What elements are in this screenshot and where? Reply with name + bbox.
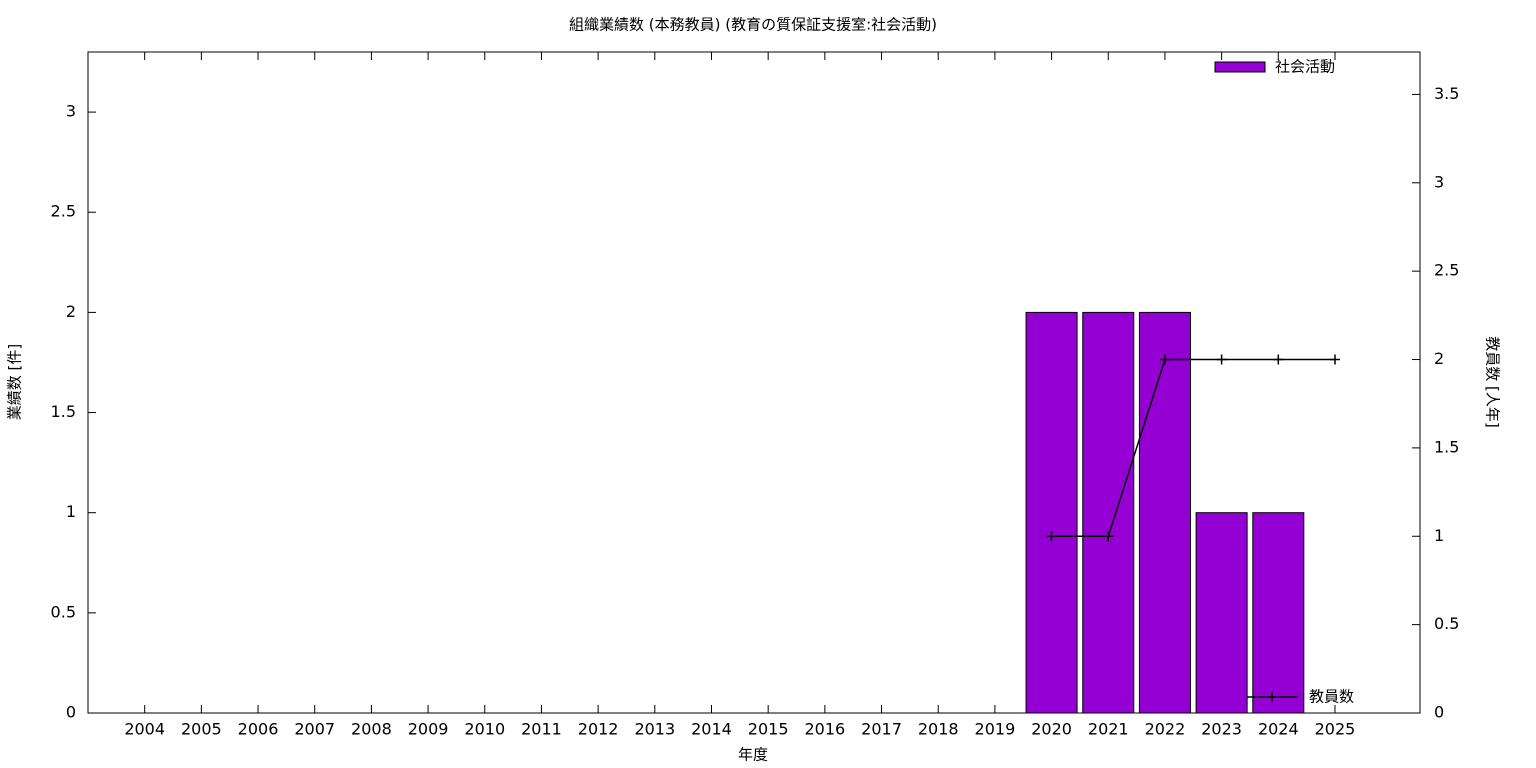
x-tick-label: 2009	[408, 720, 449, 739]
legend-swatch	[1214, 61, 1266, 73]
y2-tick-label: 2	[1434, 349, 1444, 368]
x-tick-label: 2023	[1201, 720, 1242, 739]
y2-axis-label: 教員数 [人年]	[1484, 336, 1502, 427]
legend-line	[1247, 692, 1298, 702]
x-axis-label: 年度	[738, 746, 768, 764]
y-tick-label: 1	[66, 502, 76, 521]
y-tick-label: 0.5	[51, 602, 76, 621]
y-tick-label: 0	[66, 703, 76, 722]
chart-title: 組織業績数 (本務教員) (教育の質保証支援室:社会活動)	[569, 16, 937, 34]
line	[1051, 358, 1335, 538]
point-marker	[1046, 531, 1057, 542]
point-marker	[1103, 531, 1114, 542]
y2-tick-label: 1	[1434, 526, 1444, 545]
y2-tick-label: 0	[1434, 703, 1444, 722]
y-tick-label: 3	[66, 102, 76, 121]
x-tick-label: 2005	[181, 720, 222, 739]
y2-tick-label: 3.5	[1434, 84, 1459, 103]
bar	[1082, 311, 1135, 714]
bar	[1138, 311, 1191, 714]
point-marker	[1273, 354, 1284, 365]
x-tick-label: 2017	[861, 720, 902, 739]
bar	[1252, 512, 1305, 714]
x-tick-label: 2018	[918, 720, 959, 739]
x-tick-label: 2025	[1315, 720, 1356, 739]
legend-label: 社会活動	[1275, 58, 1335, 76]
point-marker	[1216, 354, 1227, 365]
legend-label: 教員数	[1309, 688, 1354, 706]
plot-frame	[87, 51, 1421, 714]
x-tick-label: 2019	[975, 720, 1016, 739]
y-tick-label: 2.5	[51, 202, 76, 221]
y-tick-label: 1.5	[51, 402, 76, 421]
y-axis-label: 業績数 [件]	[6, 344, 24, 420]
x-tick-label: 2016	[804, 720, 845, 739]
y2-tick-label: 1.5	[1434, 437, 1459, 456]
y2-tick-label: 2.5	[1434, 261, 1459, 280]
x-tick-label: 2011	[521, 720, 562, 739]
x-tick-label: 2013	[634, 720, 675, 739]
x-tick-label: 2021	[1088, 720, 1129, 739]
y2-tick-label: 0.5	[1434, 614, 1459, 633]
x-tick-label: 2004	[124, 720, 165, 739]
x-tick-label: 2007	[294, 720, 335, 739]
x-tick-label: 2022	[1145, 720, 1186, 739]
point-marker	[1329, 354, 1340, 365]
x-tick-label: 2006	[238, 720, 279, 739]
x-tick-label: 2014	[691, 720, 732, 739]
y-tick-label: 2	[66, 302, 76, 321]
bar	[1195, 512, 1248, 714]
bar	[1025, 311, 1078, 714]
x-tick-label: 2020	[1031, 720, 1072, 739]
x-tick-label: 2008	[351, 720, 392, 739]
x-tick-label: 2012	[578, 720, 619, 739]
x-tick-label: 2024	[1258, 720, 1299, 739]
x-tick-label: 2010	[464, 720, 505, 739]
x-tick-label: 2015	[748, 720, 789, 739]
y2-tick-label: 3	[1434, 172, 1444, 191]
point-marker	[1159, 354, 1170, 365]
